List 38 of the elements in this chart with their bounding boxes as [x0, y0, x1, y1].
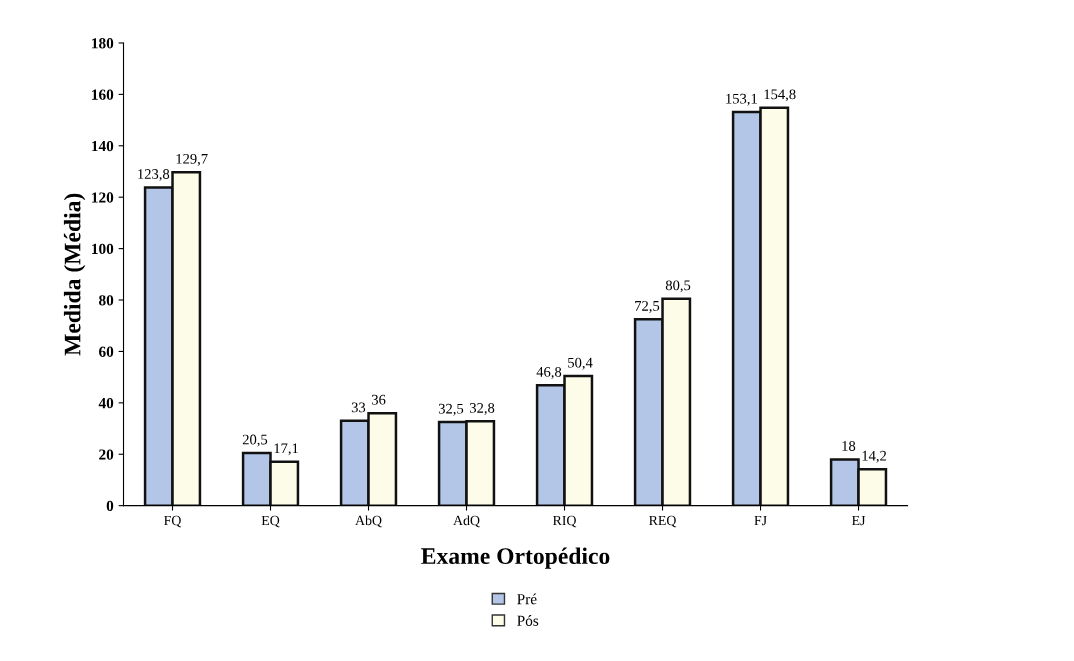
x-tick-label: RIQ	[552, 515, 577, 528]
y-tick-label: 180	[92, 38, 114, 49]
data-label: 72,5	[635, 300, 660, 313]
data-label: 14,2	[862, 450, 887, 463]
y-axis-title: Medida (Média)	[63, 193, 86, 356]
data-label: 80,5	[665, 280, 691, 293]
data-label: 36	[371, 394, 386, 405]
y-tick-label: 0	[106, 500, 114, 512]
x-tick-label: FJ	[754, 515, 767, 526]
y-tick-label: 80	[99, 295, 114, 306]
y-tick-label: 100	[92, 243, 114, 255]
y-tick-label: 140	[92, 140, 114, 152]
data-label: 17,1	[274, 443, 298, 456]
x-axis-title: Exame Ortopédico	[421, 547, 610, 569]
y-tick-label: 60	[99, 346, 114, 357]
x-tick-label: EJ	[851, 515, 866, 526]
data-label: 18	[842, 441, 856, 451]
y-tick-label: 40	[98, 397, 114, 409]
data-label: 123,8	[138, 169, 170, 182]
y-tick-label: 120	[92, 192, 114, 203]
x-tick-label: REQ	[649, 515, 677, 528]
data-label: 32,5	[438, 403, 464, 416]
legend-label: Pós	[517, 615, 539, 626]
data-label: 20,5	[242, 434, 268, 447]
x-tick-label: EQ	[261, 515, 280, 528]
x-tick-label: AbQ	[355, 515, 382, 528]
data-label: 50,4	[568, 357, 593, 370]
legend-label: Pré	[517, 593, 537, 605]
data-label: 129,7	[176, 153, 208, 166]
data-label: 154,8	[764, 89, 796, 102]
x-tick-label: AdQ	[453, 515, 480, 528]
y-tick-label: 160	[92, 89, 114, 100]
data-label: 33	[351, 402, 366, 413]
data-label: 153,1	[726, 93, 757, 106]
data-label: 32,8	[469, 402, 495, 415]
x-tick-label: FQ	[164, 515, 182, 528]
data-label: 46,8	[536, 367, 562, 379]
y-tick-label: 20	[99, 449, 114, 460]
